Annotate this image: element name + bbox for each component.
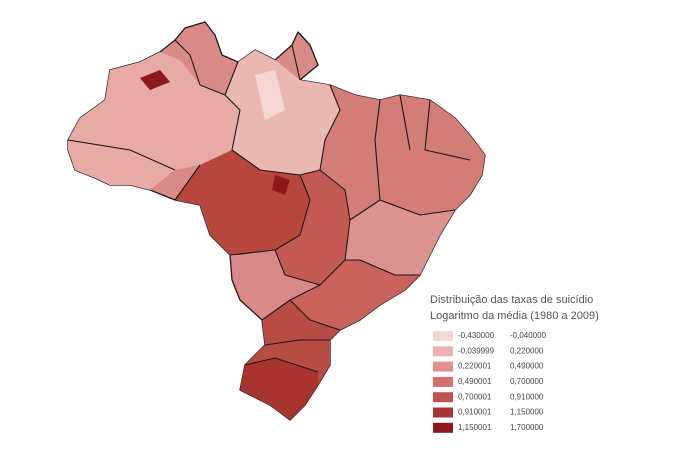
central-region [275, 170, 350, 285]
legend-from: 1,150001 [458, 423, 492, 432]
dark-spot [140, 70, 170, 90]
legend-from: 0,910001 [458, 408, 492, 417]
legend-swatch [433, 331, 453, 341]
light-spot [255, 70, 285, 120]
amazonas-region [68, 52, 240, 190]
dark-spot [272, 175, 290, 195]
legend-from: -0,430000 [458, 331, 495, 340]
legend: Distribuição das taxas de suicídio Logar… [430, 294, 599, 433]
legend-to: 1,700000 [510, 423, 544, 432]
legend-from: -0,039999 [458, 346, 495, 355]
legend-from: 0,700001 [458, 392, 492, 401]
state-borders [67, 39, 471, 373]
legend-swatch [433, 376, 453, 387]
legend-swatch [433, 346, 453, 357]
legend-to: 0,220000 [510, 346, 544, 355]
northeast-region [320, 85, 485, 220]
rs-region [240, 358, 318, 420]
legend-swatch [433, 361, 453, 372]
legend-to: 0,490000 [510, 362, 544, 371]
legend-from: 0,490001 [458, 377, 492, 386]
legend-swatch [433, 407, 453, 418]
legend-from: 0,220001 [458, 362, 492, 371]
legend-swatch [433, 422, 453, 433]
bahia-region [345, 200, 455, 275]
para-region [225, 50, 340, 175]
legend-to: -0,040000 [510, 331, 547, 340]
brazil-map [67, 21, 486, 421]
legend-to: 0,700000 [510, 377, 544, 386]
legend-to: 0,910000 [510, 392, 544, 401]
legend-to: 1,150000 [510, 408, 544, 417]
legend-title: Distribuição das taxas de suicídio [430, 294, 593, 306]
southeast-region [290, 260, 420, 330]
legend-swatch [433, 392, 453, 403]
legend-subtitle: Logaritmo da média (1980 a 2009) [430, 310, 599, 322]
